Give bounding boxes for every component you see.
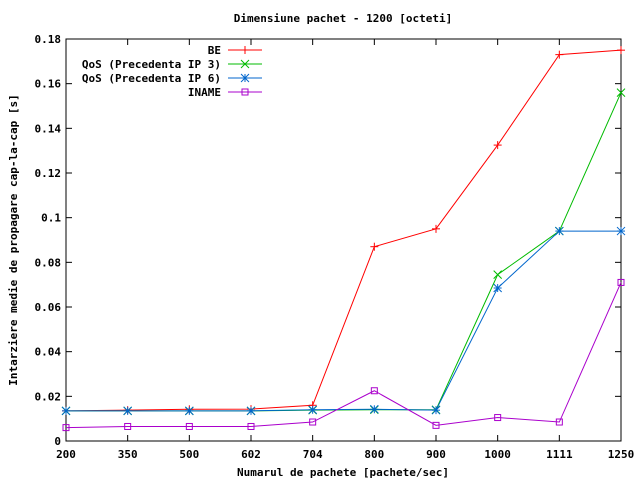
data-point <box>554 226 564 236</box>
x-axis-label: Numarul de pachete [pachete/sec] <box>237 466 449 479</box>
data-point <box>308 405 318 415</box>
data-point <box>123 406 133 416</box>
legend-marker <box>240 73 250 83</box>
data-point <box>432 421 440 429</box>
x-tick-label: 1000 <box>484 448 511 461</box>
y-tick-label: 0.18 <box>35 33 62 46</box>
data-point <box>369 404 379 414</box>
x-tick-label: 350 <box>118 448 138 461</box>
data-point <box>493 283 503 293</box>
x-tick-label: 500 <box>179 448 199 461</box>
data-point <box>555 50 564 59</box>
data-point <box>185 422 193 430</box>
y-axis: 0 0.02 0.04 0.06 0.08 0.1 0.12 0.14 0.16 0.18 <box>35 33 621 448</box>
chart-title: Dimensiune pachet - 1200 [octeti] <box>234 12 453 25</box>
series-line <box>65 49 622 412</box>
data-point <box>493 141 502 150</box>
data-point <box>370 242 379 251</box>
data-point <box>124 422 132 430</box>
series-2 <box>61 88 626 416</box>
data-point <box>432 224 440 233</box>
series-layer <box>61 46 626 432</box>
data-point <box>555 418 563 426</box>
x-tick-label: 1250 <box>608 448 635 461</box>
y-tick-label: 0.06 <box>35 301 62 314</box>
series-line <box>66 230 621 412</box>
series-4 <box>62 278 625 432</box>
data-point <box>246 406 256 416</box>
plot-frame <box>65 38 622 442</box>
series-line <box>66 92 622 412</box>
y-tick-label: 0.1 <box>41 212 61 225</box>
y-tick-label: 0.08 <box>35 256 62 269</box>
y-tick-label: 0 <box>54 435 61 448</box>
x-tick-label: 704 <box>303 448 323 461</box>
data-point <box>616 88 626 97</box>
y-tick-label: 0.12 <box>35 167 62 180</box>
series-1 <box>62 46 625 415</box>
x-axis: 200 350 500 602 704 800 900 1000 1111 1250 <box>56 39 634 461</box>
x-tick-label: 1111 <box>546 448 573 461</box>
legend-marker <box>240 59 250 69</box>
series-line <box>65 282 622 429</box>
data-point <box>62 424 70 432</box>
legend-label: INAME <box>188 86 221 99</box>
y-tick-label: 0.16 <box>35 78 62 91</box>
y-tick-label: 0.14 <box>35 122 62 135</box>
data-point <box>309 418 317 426</box>
legend-label: QoS (Precedenta IP 6) <box>82 72 221 85</box>
legend-label: QoS (Precedenta IP 3) <box>82 58 221 71</box>
y-tick-label: 0.02 <box>35 390 62 403</box>
y-tick-label: 0.04 <box>35 346 62 359</box>
data-point <box>616 226 626 236</box>
data-point <box>617 46 625 55</box>
legend-marker <box>241 88 249 96</box>
data-point <box>61 406 71 416</box>
x-tick-label: 602 <box>241 448 261 461</box>
data-point <box>247 422 255 430</box>
x-tick-label: 800 <box>364 448 384 461</box>
y-axis-label: Intarziere medie de propagare cap-la-cap… <box>7 94 20 385</box>
data-point <box>617 278 625 286</box>
data-point <box>370 387 378 395</box>
data-point <box>184 406 194 416</box>
x-tick-label: 900 <box>426 448 446 461</box>
data-point <box>494 414 502 422</box>
legend-marker <box>241 46 249 54</box>
series-3 <box>61 226 626 416</box>
data-point <box>493 270 503 279</box>
legend-label: BE <box>208 44 221 57</box>
data-point <box>431 405 441 415</box>
x-tick-label: 200 <box>56 448 76 461</box>
